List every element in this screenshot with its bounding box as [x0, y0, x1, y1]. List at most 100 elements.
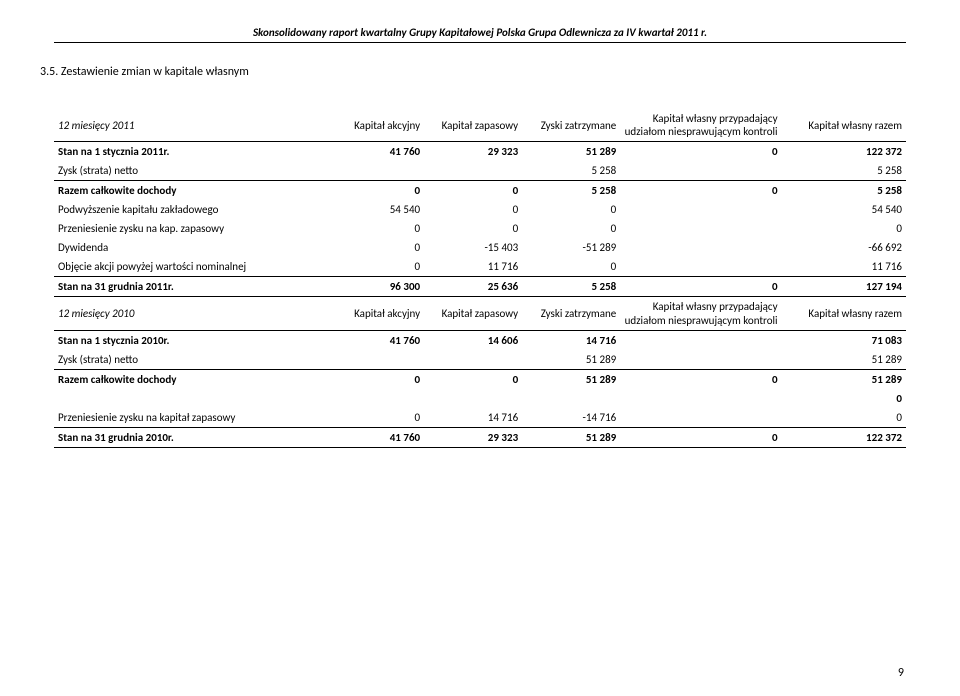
- table-row: Podwyższenie kapitału zakładowego 54 540…: [54, 200, 906, 219]
- row-label: Zysk (strata) netto: [54, 161, 326, 181]
- cell: [620, 330, 781, 350]
- cell: [424, 161, 522, 181]
- cell: 0: [424, 219, 522, 238]
- cell: [620, 238, 781, 257]
- cell: 0: [782, 219, 906, 238]
- column-header: Kapitał własny razem: [782, 109, 906, 142]
- cell: [424, 389, 522, 408]
- column-header: Zyski zatrzymane: [522, 297, 620, 330]
- cell: [326, 161, 424, 181]
- cell: 14 716: [522, 330, 620, 350]
- table-row: Stan na 1 stycznia 2011r. 41 760 29 323 …: [54, 142, 906, 162]
- table-row: Razem całkowite dochody 0 0 5 258 0 5 25…: [54, 181, 906, 201]
- cell: [620, 389, 781, 408]
- cell: 5 258: [522, 277, 620, 297]
- table-row: Stan na 1 stycznia 2010r. 41 760 14 606 …: [54, 330, 906, 350]
- cell: 14 606: [424, 330, 522, 350]
- cell: 51 289: [522, 142, 620, 162]
- cell: 0: [522, 219, 620, 238]
- cell: [620, 200, 781, 219]
- column-header: Kapitał zapasowy: [424, 109, 522, 142]
- section-title: 3.5. Zestawienie zmian w kapitale własny…: [40, 65, 906, 79]
- cell: 5 258: [782, 161, 906, 181]
- cell: [326, 350, 424, 370]
- cell: 0: [782, 389, 906, 408]
- column-header: Zyski zatrzymane: [522, 109, 620, 142]
- cell: 0: [522, 257, 620, 277]
- column-header: Kapitał własny przypadający udziałom nie…: [620, 297, 781, 330]
- cell: -51 289: [522, 238, 620, 257]
- cell: [326, 389, 424, 408]
- period-label: 12 miesięcy 2011: [58, 119, 134, 132]
- cell: 0: [620, 142, 781, 162]
- row-label: Razem całkowite dochody: [54, 181, 326, 201]
- column-header: Kapitał zapasowy: [424, 297, 522, 330]
- cell: 122 372: [782, 427, 906, 447]
- cell: 41 760: [326, 427, 424, 447]
- column-header: Kapitał akcyjny: [326, 297, 424, 330]
- row-label: Dywidenda: [54, 238, 326, 257]
- row-label: Podwyższenie kapitału zakładowego: [54, 200, 326, 219]
- cell: 0: [326, 181, 424, 201]
- cell: [620, 408, 781, 428]
- cell: 0: [424, 181, 522, 201]
- table-row: Dywidenda 0 -15 403 -51 289 -66 692: [54, 238, 906, 257]
- cell: 96 300: [326, 277, 424, 297]
- table-row: Stan na 31 grudnia 2011r. 96 300 25 636 …: [54, 277, 906, 297]
- table-row: Stan na 31 grudnia 2010r. 41 760 29 323 …: [54, 427, 906, 447]
- cell: [522, 389, 620, 408]
- cell: 0: [620, 369, 781, 389]
- cell: [620, 350, 781, 370]
- cell: 122 372: [782, 142, 906, 162]
- row-label: Stan na 1 stycznia 2011r.: [54, 142, 326, 162]
- cell: 51 289: [522, 350, 620, 370]
- cell: 0: [620, 181, 781, 201]
- cell: -14 716: [522, 408, 620, 428]
- cell: 0: [424, 200, 522, 219]
- cell: 0: [522, 200, 620, 219]
- cell: 29 323: [424, 427, 522, 447]
- cell: 51 289: [522, 369, 620, 389]
- cell: 51 289: [522, 427, 620, 447]
- cell: [620, 257, 781, 277]
- cell: 5 258: [522, 161, 620, 181]
- cell: -15 403: [424, 238, 522, 257]
- cell: 0: [424, 369, 522, 389]
- row-label: Stan na 31 grudnia 2011r.: [54, 277, 326, 297]
- cell: [620, 219, 781, 238]
- row-label: [54, 389, 326, 408]
- period-label: 12 miesięcy 2010: [58, 307, 134, 320]
- cell: 11 716: [782, 257, 906, 277]
- cell: 41 760: [326, 330, 424, 350]
- cell: 0: [782, 408, 906, 428]
- column-header: Kapitał własny razem: [782, 297, 906, 330]
- cell: 5 258: [782, 181, 906, 201]
- cell: 54 540: [326, 200, 424, 219]
- table-row: 0: [54, 389, 906, 408]
- cell: 0: [326, 369, 424, 389]
- table-row: Razem całkowite dochody 0 0 51 289 0 51 …: [54, 369, 906, 389]
- row-label: Stan na 31 grudnia 2010r.: [54, 427, 326, 447]
- row-label: Przeniesienie zysku na kapitał zapasowy: [54, 408, 326, 428]
- table-row: Przeniesienie zysku na kap. zapasowy 0 0…: [54, 219, 906, 238]
- cell: -66 692: [782, 238, 906, 257]
- cell: 51 289: [782, 369, 906, 389]
- cell: 14 716: [424, 408, 522, 428]
- row-label: Razem całkowite dochody: [54, 369, 326, 389]
- table-row: Zysk (strata) netto 51 289 51 289: [54, 350, 906, 370]
- row-label: Zysk (strata) netto: [54, 350, 326, 370]
- cell: [620, 161, 781, 181]
- cell: 25 636: [424, 277, 522, 297]
- table-header-row: 12 miesięcy 2011 Kapitał akcyjny Kapitał…: [54, 109, 906, 142]
- cell: [424, 350, 522, 370]
- table-row: Przeniesienie zysku na kapitał zapasowy …: [54, 408, 906, 428]
- cell: 5 258: [522, 181, 620, 201]
- cell: 0: [326, 257, 424, 277]
- cell: 0: [620, 277, 781, 297]
- table-row: Zysk (strata) netto 5 258 5 258: [54, 161, 906, 181]
- row-label: Przeniesienie zysku na kap. zapasowy: [54, 219, 326, 238]
- cell: 0: [326, 408, 424, 428]
- row-label: Stan na 1 stycznia 2010r.: [54, 330, 326, 350]
- cell: 0: [326, 238, 424, 257]
- cell: 127 194: [782, 277, 906, 297]
